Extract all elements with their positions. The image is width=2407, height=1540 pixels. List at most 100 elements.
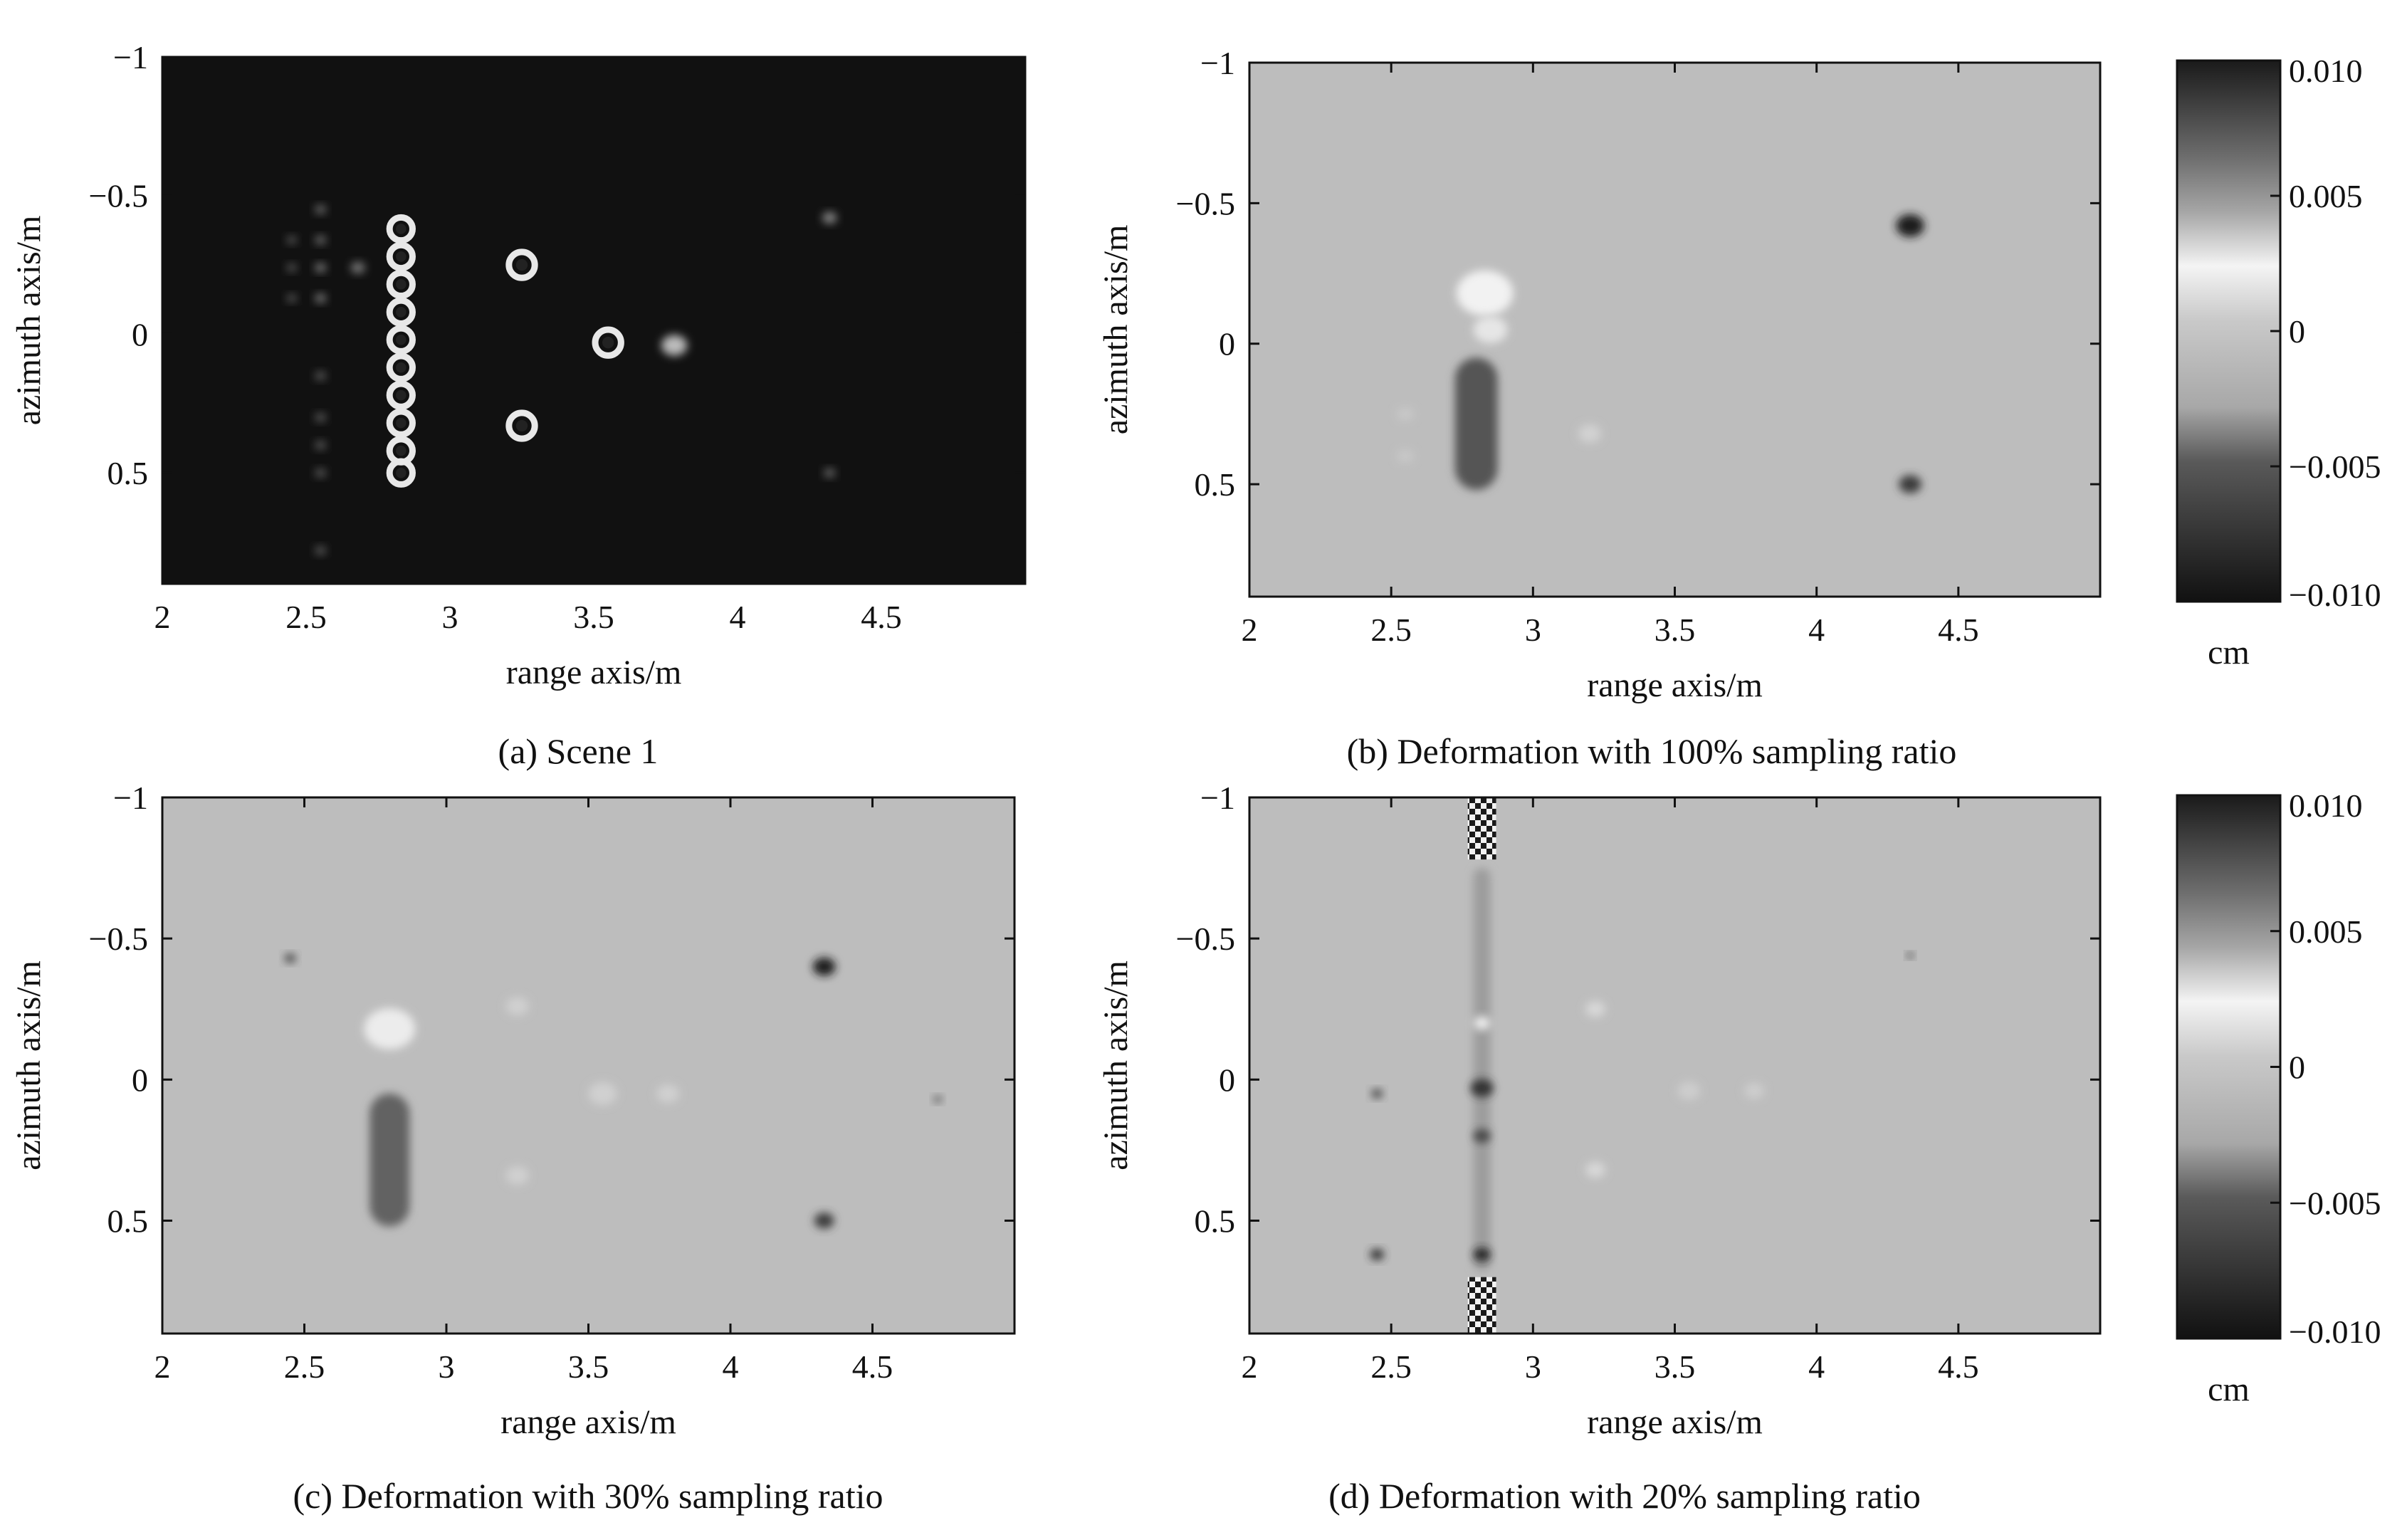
plot-features bbox=[1397, 214, 1925, 493]
blob-mark bbox=[286, 263, 298, 272]
y-axis-label: azimuth axis/m bbox=[1097, 225, 1135, 435]
plot-background bbox=[1249, 797, 2100, 1334]
x-tick-label: 3 bbox=[1525, 1348, 1541, 1385]
blob-mark bbox=[1585, 1001, 1605, 1017]
checker-mark bbox=[1467, 1277, 1496, 1334]
blob-mark bbox=[1744, 1083, 1764, 1099]
x-tick-label: 3 bbox=[439, 1348, 455, 1385]
y-tick-label: 0.5 bbox=[107, 455, 149, 491]
blob-mark bbox=[284, 953, 296, 963]
blob-mark bbox=[1473, 315, 1508, 344]
blob-mark bbox=[1585, 1161, 1605, 1178]
ring-core bbox=[396, 224, 407, 234]
x-axis-label: range axis/m bbox=[506, 654, 682, 691]
ring-core bbox=[515, 419, 528, 432]
ring-core bbox=[396, 389, 407, 401]
colorbar-tick-label: 0.005 bbox=[2289, 913, 2363, 950]
y-tick-label: −0.5 bbox=[89, 921, 148, 957]
x-tick-label: 2.5 bbox=[285, 599, 327, 635]
y-tick-label: 0 bbox=[132, 1062, 148, 1098]
column-mark bbox=[369, 1094, 410, 1227]
ring-mark bbox=[386, 325, 416, 355]
y-tick-label: 0 bbox=[1219, 326, 1235, 362]
plot-features bbox=[284, 953, 943, 1229]
blob-mark bbox=[933, 1096, 943, 1103]
plot-features bbox=[286, 204, 837, 555]
y-tick-label: 0.5 bbox=[107, 1203, 149, 1239]
colorbar-unit: cm bbox=[2208, 1371, 2250, 1408]
y-tick-label: 0 bbox=[1219, 1062, 1235, 1098]
blob-mark bbox=[1370, 1249, 1385, 1260]
x-tick-label: 4 bbox=[1808, 612, 1825, 648]
blob-mark bbox=[1397, 449, 1415, 463]
blob-mark bbox=[1677, 1081, 1701, 1100]
colorbar-unit: cm bbox=[2208, 634, 2250, 671]
y-tick-label: −1 bbox=[113, 780, 148, 816]
y-tick-label: 0 bbox=[132, 316, 148, 352]
ring-core bbox=[396, 362, 407, 373]
ring-mark bbox=[386, 458, 416, 488]
ring-core bbox=[396, 334, 407, 345]
ring-core bbox=[396, 251, 407, 262]
blob-mark bbox=[315, 545, 327, 555]
blob-mark bbox=[315, 263, 327, 273]
ring-core bbox=[396, 307, 407, 318]
x-tick-label: 3 bbox=[442, 599, 458, 635]
ring-mark bbox=[386, 241, 416, 272]
blob-mark bbox=[814, 1212, 834, 1229]
ring-core bbox=[396, 279, 407, 290]
blob-mark bbox=[315, 204, 327, 214]
blob-mark bbox=[1473, 1129, 1491, 1143]
colorbar-tick-label: 0.005 bbox=[2289, 178, 2363, 214]
ring-mark bbox=[505, 409, 538, 442]
panel-caption: (b) Deformation with 100% sampling ratio bbox=[1347, 731, 1957, 771]
x-tick-label: 4 bbox=[1808, 1348, 1825, 1385]
ring-mark bbox=[386, 408, 416, 438]
blob-mark bbox=[1907, 953, 1914, 958]
y-tick-label: −0.5 bbox=[1176, 921, 1235, 957]
ring-core bbox=[515, 258, 528, 271]
blob-mark bbox=[315, 440, 327, 450]
colorbar bbox=[2176, 59, 2282, 603]
x-tick-label: 3.5 bbox=[1655, 1348, 1696, 1385]
blob-mark bbox=[824, 468, 836, 478]
x-tick-label: 2 bbox=[1242, 1348, 1258, 1385]
blob-mark bbox=[1473, 1247, 1491, 1262]
colorbar-tick-label: −0.005 bbox=[2289, 1185, 2381, 1221]
colorbar-tick-label: −0.005 bbox=[2289, 449, 2381, 485]
blob-mark bbox=[656, 1084, 680, 1103]
y-tick-label: 0.5 bbox=[1195, 1203, 1236, 1239]
x-tick-label: 4 bbox=[730, 599, 746, 635]
x-tick-label: 4.5 bbox=[861, 599, 902, 635]
x-tick-label: 2.5 bbox=[284, 1348, 325, 1385]
blob-mark bbox=[812, 958, 836, 976]
x-tick-label: 2 bbox=[1242, 612, 1258, 648]
blob-mark bbox=[1470, 1079, 1494, 1097]
x-axis-label: range axis/m bbox=[1587, 1403, 1763, 1441]
panel-0: 2 2.5 3 3.5 4 4.5 −1 −0.5 0 0.5 range axis/m azimut… bbox=[10, 39, 1027, 771]
x-tick-label: 4.5 bbox=[1938, 612, 1979, 648]
x-axis-label: range axis/m bbox=[1587, 666, 1763, 704]
colorbar-tick-label: −0.010 bbox=[2289, 577, 2381, 613]
y-axis-label: azimuth axis/m bbox=[10, 960, 48, 1170]
x-tick-label: 3.5 bbox=[1655, 612, 1696, 648]
ring-mark bbox=[592, 326, 624, 359]
colorbar bbox=[2176, 794, 2282, 1340]
blob-mark bbox=[350, 261, 365, 274]
y-axis-label: azimuth axis/m bbox=[10, 216, 48, 426]
x-tick-label: 3.5 bbox=[573, 599, 614, 635]
blob-mark bbox=[364, 1008, 416, 1049]
blob-mark bbox=[1473, 1016, 1491, 1030]
checker-mark bbox=[1467, 797, 1496, 860]
y-tick-label: −1 bbox=[1200, 780, 1235, 816]
blob-mark bbox=[315, 468, 327, 478]
x-axis-label: range axis/m bbox=[500, 1403, 676, 1441]
blob-mark bbox=[286, 236, 298, 244]
ring-mark bbox=[386, 214, 416, 244]
blob-mark bbox=[315, 293, 327, 303]
blob-mark bbox=[822, 211, 837, 224]
blob-mark bbox=[1371, 1089, 1383, 1099]
x-tick-label: 2 bbox=[154, 599, 171, 635]
column-mark bbox=[1454, 357, 1498, 490]
ring-core bbox=[396, 417, 407, 429]
